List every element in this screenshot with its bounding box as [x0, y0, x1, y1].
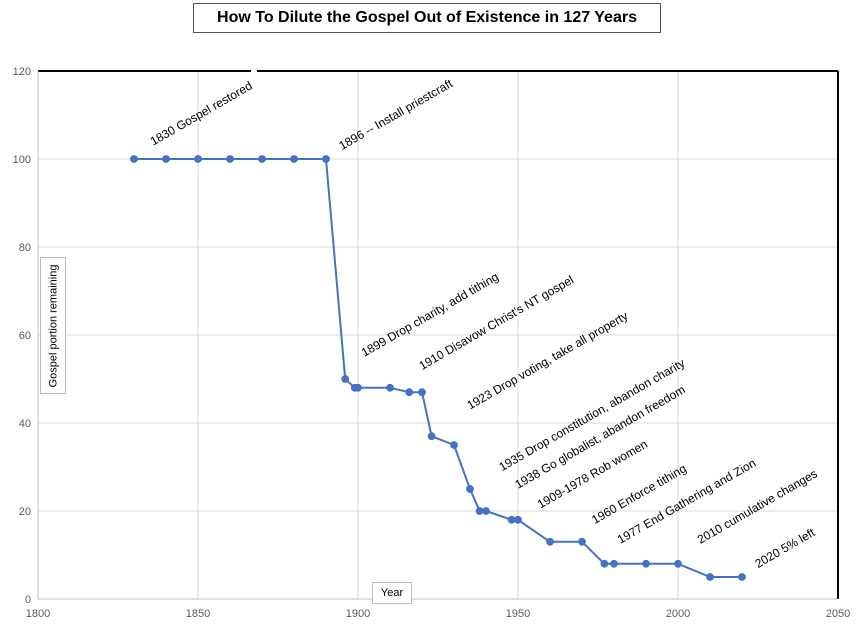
data-point: [578, 537, 586, 546]
x-tick-label: 1800: [26, 608, 50, 620]
y-axis-label-text: Gospel portion remaining: [47, 264, 59, 387]
data-point: [427, 432, 436, 441]
data-point: [466, 485, 474, 493]
data-point: [341, 375, 350, 383]
y-tick-label: 100: [13, 154, 31, 166]
data-point: [290, 155, 298, 163]
y-tick-label: 20: [19, 506, 31, 518]
data-point: [475, 507, 484, 515]
data-point: [674, 559, 682, 568]
gridlines: [38, 70, 839, 599]
data-point: [405, 388, 414, 397]
data-point: [194, 155, 202, 163]
annotation-label: 2020 5% left: [753, 525, 818, 571]
series-line: [134, 158, 742, 578]
data-point: [706, 573, 714, 581]
y-tick-label: 80: [19, 242, 31, 254]
y-tick-label: 40: [19, 418, 31, 430]
annotation-label: 1896 -- Install priestcraft: [337, 76, 456, 153]
axes: [37, 69, 839, 600]
y-tick-label: 120: [13, 66, 31, 78]
x-tick-label: 2000: [666, 608, 690, 620]
data-point: [386, 383, 394, 392]
annotation-label: 1830 Gospel restored: [148, 79, 255, 149]
x-tick-label: 1850: [186, 608, 210, 620]
data-point: [546, 537, 554, 546]
data-point: [642, 559, 650, 568]
data-point: [226, 155, 234, 163]
x-tick-label: 2050: [826, 608, 850, 620]
series-group: [130, 155, 746, 581]
border-gap: [251, 69, 257, 73]
x-axis-label: Year: [372, 582, 412, 604]
data-point: [600, 559, 609, 568]
x-tick-label: 1950: [506, 608, 530, 620]
data-point: [610, 559, 618, 568]
y-tick-label: 60: [19, 330, 31, 342]
data-point: [514, 515, 522, 524]
data-point: [482, 507, 490, 515]
x-tick-label: 1900: [346, 608, 370, 620]
data-point: [258, 155, 266, 163]
data-point: [418, 388, 426, 397]
data-point: [130, 155, 138, 163]
data-point: [450, 441, 458, 449]
tick-labels: 0 20 40 60 80 100 120 1800 1850 1900 1950 2000 2050: [13, 66, 851, 620]
data-point: [507, 515, 516, 524]
annotation-label: 1899 Drop charity, add tithing: [359, 270, 501, 360]
y-axis-label: Gospel portion remaining: [40, 257, 66, 394]
y-tick-label: 0: [25, 594, 31, 606]
data-point: [162, 155, 170, 163]
data-point: [738, 573, 746, 581]
chart-title: How To Dilute the Gospel Out of Existenc…: [193, 3, 661, 33]
annotations: 1830 Gospel restored 1896 -- Install prie…: [148, 76, 820, 571]
data-point: [322, 155, 330, 163]
data-point: [354, 383, 362, 392]
